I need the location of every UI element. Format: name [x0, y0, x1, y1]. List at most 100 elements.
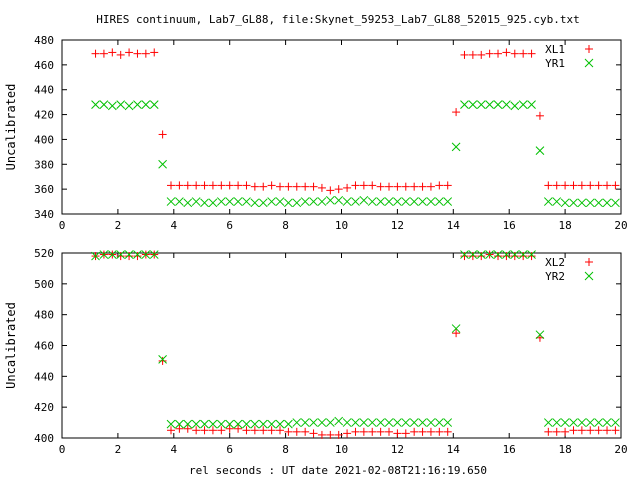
xl2-point — [192, 426, 201, 435]
yr2-point — [502, 250, 511, 259]
yr1-point — [183, 198, 193, 208]
legend-label: XL2 — [545, 256, 565, 269]
yr1-point — [309, 197, 318, 206]
yr2-point — [569, 418, 578, 427]
xl1-point — [99, 49, 108, 58]
yr1-point — [116, 100, 126, 109]
xl1-point — [477, 50, 486, 59]
yr2-point — [611, 418, 620, 427]
y-tick-label: 340 — [34, 208, 54, 221]
y-axis-title: Uncalibrated — [4, 302, 18, 389]
x-tick-label: 6 — [226, 219, 233, 232]
yr2-point — [317, 418, 327, 427]
xl1-point — [343, 183, 352, 192]
xl2-point — [259, 426, 268, 435]
xl1-point — [276, 182, 285, 191]
yr1-point — [149, 100, 159, 109]
xl2-point — [326, 430, 335, 439]
yr1-point — [611, 198, 620, 208]
xl1-point — [393, 182, 402, 191]
y-tick-label: 380 — [34, 158, 54, 171]
yr1-point — [527, 100, 536, 109]
y-tick-label: 460 — [34, 340, 54, 353]
xl1-point — [468, 50, 477, 59]
xl1-point — [158, 130, 167, 139]
yr2-point — [267, 419, 276, 429]
xl1-point — [125, 48, 134, 57]
xl1-point — [167, 181, 176, 190]
yr1-point — [376, 197, 385, 206]
xl1-point — [443, 181, 452, 190]
xl1-point — [485, 49, 494, 58]
x-tick-label: 12 — [391, 443, 404, 456]
xl2-point — [284, 427, 293, 436]
xl2-point — [468, 252, 477, 261]
x-tick-label: 18 — [558, 219, 571, 232]
legend-marker — [585, 258, 593, 266]
yr2-point — [191, 419, 201, 429]
top-panel: 0 2 4 6 8 10 12 14 16 18 20 340 360 380 400 420 440 460 48… — [4, 34, 628, 232]
yr2-point — [585, 418, 595, 427]
legend-marker — [584, 271, 594, 281]
yr1-point — [384, 197, 394, 206]
y-tick-label: 420 — [34, 109, 54, 122]
xl2-point — [435, 427, 444, 436]
xl2-point — [477, 252, 486, 261]
xl2-point — [426, 427, 435, 436]
yr1-point — [485, 100, 494, 109]
xl1-point — [326, 186, 335, 195]
xl1-point — [603, 181, 612, 190]
yr2-point — [275, 419, 285, 429]
yr1-point — [325, 195, 335, 205]
yr1-point — [242, 197, 251, 206]
xl1-point — [150, 48, 159, 57]
yr1-point — [502, 100, 511, 109]
plot-frame — [61, 252, 622, 439]
yr2-point — [476, 250, 486, 259]
xl2-point — [217, 426, 226, 435]
yr2-point — [216, 419, 226, 429]
xl1-point — [317, 183, 326, 192]
yr2-point — [183, 419, 193, 429]
x-tick-label: 10 — [335, 219, 348, 232]
xl2-point — [133, 252, 142, 261]
yr2-point — [225, 419, 235, 429]
xl2-point — [343, 429, 352, 438]
yr2-point — [242, 419, 251, 429]
yr2-point — [418, 418, 427, 427]
yr1-point — [577, 198, 587, 208]
yr1-point — [535, 146, 545, 155]
yr2-point — [485, 250, 494, 259]
chart-title: HIRES continuum, Lab7_GL88, file:Skynet_… — [96, 13, 579, 26]
yr1-point — [585, 198, 595, 208]
xl2-point — [401, 429, 410, 438]
xl2-point — [359, 427, 368, 436]
xl2-point — [561, 427, 570, 436]
xl1-point — [108, 48, 117, 57]
xl1-point — [401, 182, 410, 191]
xl2-point — [460, 252, 469, 261]
yr1-point — [367, 197, 377, 206]
xl1-point — [519, 49, 528, 58]
yr2-point — [409, 418, 419, 427]
x-tick-label: 0 — [59, 443, 66, 456]
yr1-point — [476, 100, 486, 109]
xl2-point — [569, 426, 578, 435]
yr2-point — [351, 418, 360, 427]
x-tick-label: 2 — [115, 443, 122, 456]
yr1-point — [267, 197, 276, 206]
y-tick-label: 500 — [34, 278, 54, 291]
xl2-point — [292, 427, 301, 436]
xl1-point — [242, 181, 251, 190]
y-tick-label: 420 — [34, 401, 54, 414]
xl2-point — [309, 429, 318, 438]
xl2-point — [225, 424, 234, 433]
x-tick-label: 2 — [115, 219, 122, 232]
yr1-point — [493, 100, 503, 109]
xl2-point — [317, 430, 326, 439]
yr1-point — [342, 197, 352, 206]
xl2-point — [519, 252, 528, 261]
yr1-point — [133, 100, 142, 109]
y-tick-label: 440 — [34, 84, 54, 97]
